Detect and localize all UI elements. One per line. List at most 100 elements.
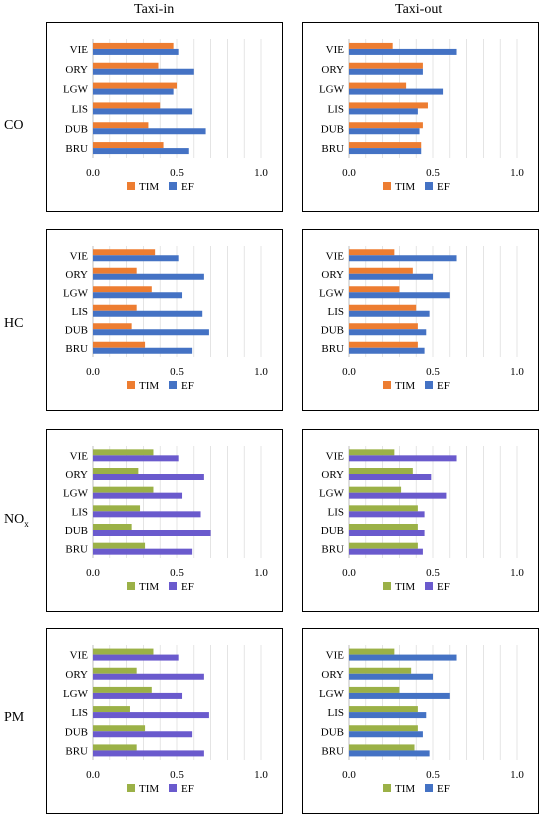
legend-swatch-tim — [127, 381, 135, 389]
category-label: LGW — [63, 287, 89, 299]
category-label: LIS — [328, 306, 345, 318]
bar-ef — [349, 329, 427, 336]
category-label: BRU — [65, 745, 88, 757]
x-tick-label: 0.0 — [86, 769, 100, 781]
legend-swatch-tim — [127, 582, 135, 590]
bar-tim — [349, 468, 413, 474]
bar-tim — [349, 648, 395, 655]
x-tick-label: 0.0 — [342, 769, 356, 781]
bar-ef — [349, 88, 444, 95]
category-label: LGW — [319, 688, 345, 700]
bar-tim — [93, 286, 152, 293]
legend-label-tim: TIM — [395, 783, 415, 795]
category-label: VIE — [326, 450, 345, 462]
panel-co-taxi-in: VIE ORY LGW LIS DUB BRU 0.0 0.5 1.0 TIM EF — [46, 22, 283, 212]
category-label: LGW — [319, 488, 345, 500]
bar-tim — [93, 62, 159, 69]
category-label: ORY — [65, 269, 88, 281]
bar-ef — [93, 48, 179, 55]
bar-ef — [93, 273, 204, 280]
category-label: DUB — [65, 324, 88, 336]
category-label: LIS — [72, 506, 89, 518]
bar-tim — [349, 486, 402, 493]
legend-swatch-ef — [425, 784, 433, 792]
category-label: ORY — [321, 669, 344, 681]
row-label-pm: PM — [4, 710, 25, 725]
bar-tim — [93, 686, 152, 693]
bar-ef — [93, 511, 201, 518]
category-label: DUB — [321, 525, 344, 537]
bar-ef — [93, 292, 183, 299]
category-label: DUB — [321, 324, 344, 336]
panel-pm-taxi-in: VIE ORY LGW LIS DUB BRU 0.0 0.5 1.0 TIM EF — [46, 628, 283, 814]
x-tick-label: 1.0 — [254, 567, 268, 579]
bar-ef — [349, 255, 457, 262]
category-label: ORY — [65, 64, 88, 76]
category-label: DUB — [65, 123, 88, 135]
bar-ef — [349, 530, 425, 536]
x-tick-label: 1.0 — [510, 167, 524, 179]
bar-tim — [349, 667, 412, 674]
category-label: VIE — [326, 250, 345, 262]
bar-tim — [93, 142, 164, 149]
x-tick-label: 0.0 — [86, 167, 100, 179]
chart-pm-taxi-out: VIE ORY LGW LIS DUB BRU 0.0 0.5 1.0 TIM EF — [319, 645, 524, 795]
category-label: ORY — [65, 669, 88, 681]
x-tick-label: 1.0 — [510, 567, 524, 579]
bar-tim — [349, 449, 395, 456]
legend-swatch-ef — [425, 381, 433, 389]
bar-ef — [349, 347, 425, 354]
legend-swatch-ef — [425, 182, 433, 190]
bar-tim — [349, 62, 423, 69]
bar-ef — [349, 548, 423, 555]
bar-tim — [93, 486, 154, 493]
x-tick-label: 0.0 — [342, 567, 356, 579]
legend-label-ef: EF — [181, 581, 194, 593]
bar-tim — [349, 304, 417, 311]
panel-hc-taxi-in: VIE ORY LGW LIS DUB BRU 0.0 0.5 1.0 TIM EF — [46, 229, 283, 411]
legend-label-ef: EF — [181, 783, 194, 795]
bar-ef — [93, 68, 194, 75]
bar-tim — [93, 648, 154, 655]
bar-tim — [93, 725, 146, 732]
chart-hc-taxi-out: VIE ORY LGW LIS DUB BRU 0.0 0.5 1.0 TIM EF — [319, 246, 524, 392]
bar-ef — [349, 68, 423, 75]
bar-tim — [349, 706, 418, 713]
bar-ef — [349, 273, 433, 280]
legend-label-tim: TIM — [139, 181, 159, 193]
column-title-taxi-out: Taxi-out — [395, 2, 443, 17]
row-label-hc: HC — [4, 316, 24, 331]
category-label: DUB — [65, 525, 88, 537]
bar-ef — [93, 692, 183, 699]
bar-tim — [349, 42, 393, 49]
legend-swatch-tim — [383, 582, 391, 590]
category-label: BRU — [65, 143, 88, 155]
category-label: LGW — [319, 287, 345, 299]
legend-label-tim: TIM — [395, 380, 415, 392]
category-label: LGW — [63, 84, 89, 96]
bar-ef — [349, 128, 420, 135]
bar-ef — [349, 474, 432, 480]
category-label: VIE — [70, 250, 89, 262]
x-tick-label: 0.5 — [426, 567, 440, 579]
legend-label-tim: TIM — [139, 783, 159, 795]
chart-pm-taxi-in: VIE ORY LGW LIS DUB BRU 0.0 0.5 1.0 TIM EF — [63, 645, 268, 795]
legend-label-tim: TIM — [139, 380, 159, 392]
legend-swatch-ef — [425, 582, 433, 590]
bar-ef — [93, 492, 183, 499]
bar-ef — [349, 673, 433, 680]
bar-tim — [349, 725, 418, 732]
category-label: DUB — [321, 726, 344, 738]
bar-tim — [349, 249, 395, 256]
bar-tim — [93, 468, 139, 474]
panel-co-taxi-out: VIE ORY LGW LIS DUB BRU 0.0 0.5 1.0 TIM EF — [302, 22, 539, 212]
legend-swatch-tim — [127, 182, 135, 190]
legend-label-tim: TIM — [395, 181, 415, 193]
legend-swatch-ef — [169, 784, 177, 792]
x-tick-label: 0.5 — [426, 167, 440, 179]
chart-nox-taxi-in: VIE ORY LGW LIS DUB BRU 0.0 0.5 1.0 TIM EF — [63, 446, 268, 593]
category-label: ORY — [321, 269, 344, 281]
category-label: VIE — [70, 450, 89, 462]
bar-ef — [349, 148, 422, 155]
chart-co-taxi-in: VIE ORY LGW LIS DUB BRU 0.0 0.5 1.0 TIM EF — [63, 39, 268, 193]
